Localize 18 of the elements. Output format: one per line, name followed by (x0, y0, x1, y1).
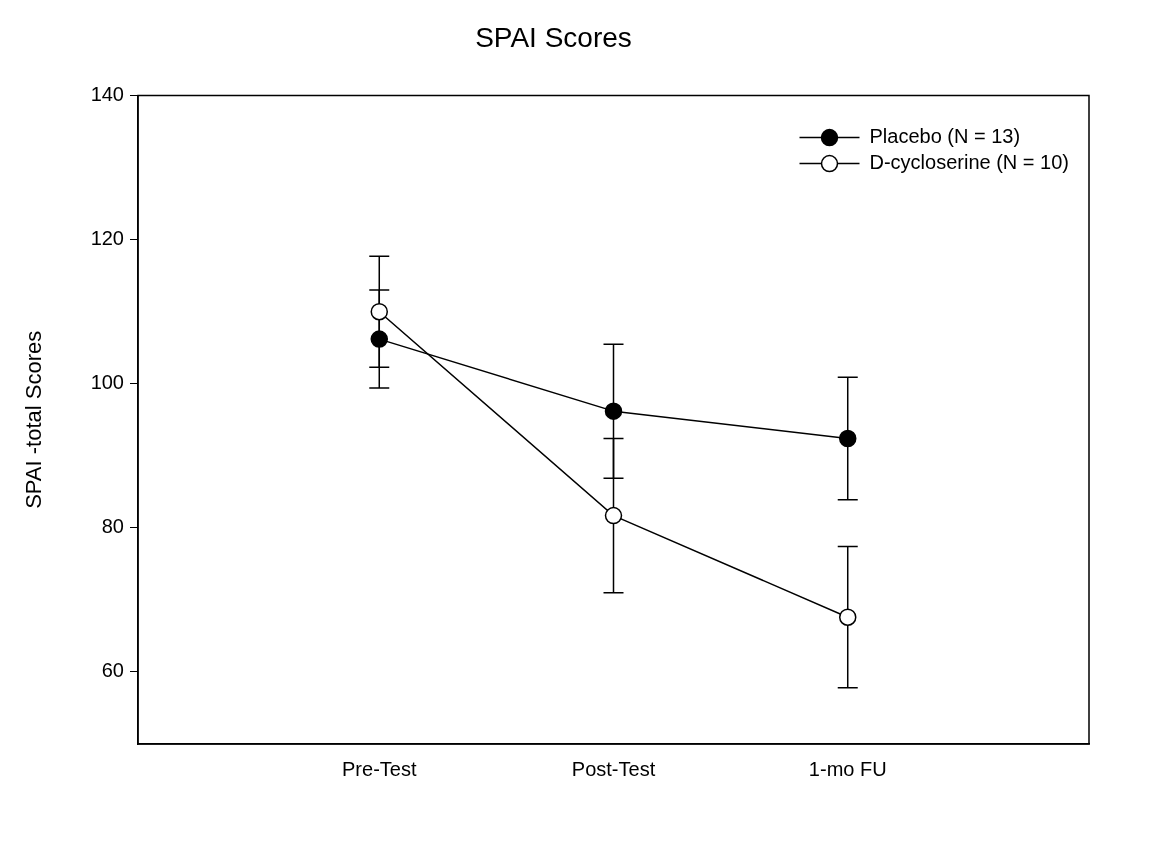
chart-title: SPAI Scores (475, 21, 632, 53)
point (604, 506, 623, 525)
x-tick-label: 1-mo FU (808, 757, 887, 780)
point (604, 402, 623, 420)
point (370, 330, 389, 348)
legend-label: Placebo (N = 13) (869, 125, 1021, 148)
legend-label: D-cycloserine (N = 10) (869, 151, 1070, 174)
y-axis-title: SPAI -total Scores (21, 330, 47, 509)
point (370, 302, 389, 321)
x-tick-label: Post-Test (571, 757, 656, 780)
y-tick-label: 140 (90, 83, 124, 106)
x-tick-label: Pre-Test (342, 757, 417, 780)
point (838, 608, 857, 626)
y-tick-label: 100 (90, 371, 124, 394)
y-tick-label: 80 (101, 515, 124, 538)
y-tick-label: 60 (101, 659, 124, 682)
point (838, 429, 857, 448)
y-tick-label: 120 (90, 227, 124, 250)
